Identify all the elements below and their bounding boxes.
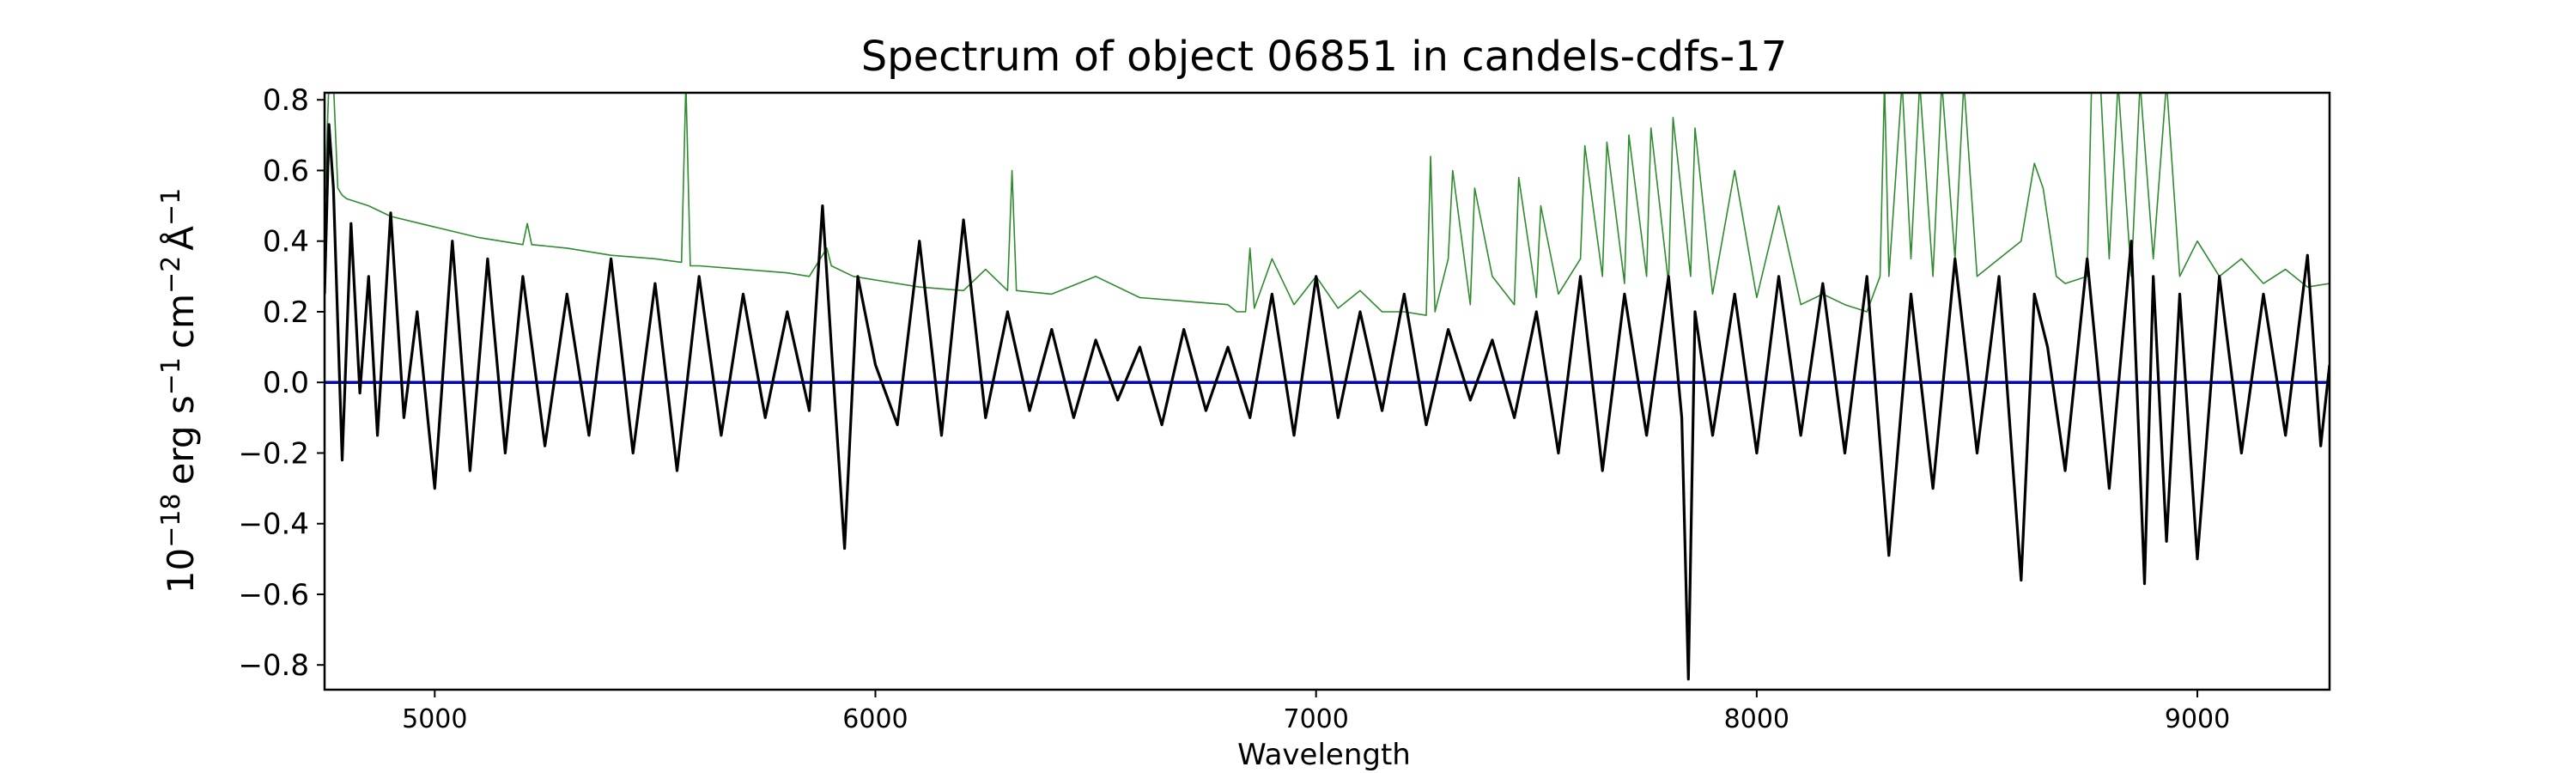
y-label-cm: cm	[160, 294, 202, 349]
y-tick-label: −0.8	[238, 648, 309, 683]
plot-area: 5000 6000 7000 8000 9000 −0.8 −0.6 −0.4 −0.2 0.0…	[238, 83, 2331, 734]
y-axis-label: 10−18erg s−1cm−2Å−1	[156, 188, 202, 593]
x-tick-label: 9000	[2165, 704, 2230, 734]
x-axis-ticks: 5000 6000 7000 8000 9000	[402, 690, 2230, 734]
y-label-exp: −18	[156, 493, 186, 547]
y-tick-label: 0.0	[263, 366, 309, 400]
x-tick-label: 7000	[1283, 704, 1348, 734]
y-tick-label: 0.2	[263, 295, 309, 330]
y-tick-label: 0.8	[263, 83, 309, 118]
series-line-noise	[325, 93, 2330, 316]
x-axis-label: Wavelength	[1237, 738, 1411, 772]
y-tick-label: −0.2	[238, 436, 309, 471]
y-label-cm-exp: −2	[156, 256, 186, 294]
series-group	[325, 93, 2330, 681]
y-tick-label: −0.4	[238, 508, 309, 542]
x-tick-label: 6000	[842, 704, 908, 734]
x-tick-label: 8000	[1724, 704, 1789, 734]
plot-frame	[323, 91, 2331, 691]
chart-title: Spectrum of object 06851 in candels-cdfs…	[861, 33, 1788, 81]
y-label-ang-exp: −1	[156, 188, 186, 226]
x-tick-label: 5000	[402, 704, 467, 734]
y-axis-ticks: −0.8 −0.6 −0.4 −0.2 0.0 0.2 0.4 0.6 0.8	[238, 83, 325, 683]
y-tick-label: −0.6	[238, 578, 309, 612]
y-label-s-exp: −1	[156, 357, 186, 395]
y-label-angstrom: Å	[159, 226, 202, 251]
series-line-flux	[325, 123, 2330, 681]
y-label-prefix: 10	[160, 548, 202, 593]
y-tick-label: 0.6	[263, 154, 309, 188]
y-tick-label: 0.4	[263, 225, 309, 259]
y-label-unit: erg s	[160, 395, 202, 484]
